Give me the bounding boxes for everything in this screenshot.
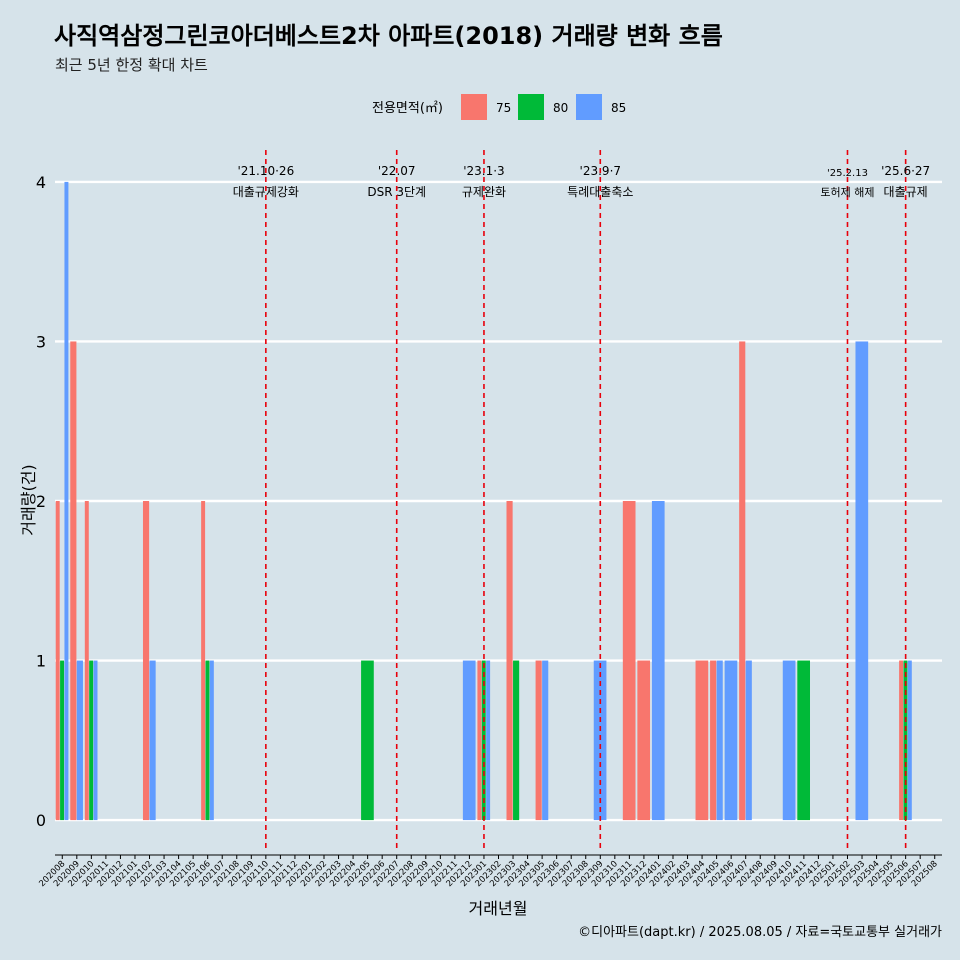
event-date-202207: '22.07 (378, 164, 416, 178)
bar-202506-80 (903, 660, 908, 821)
event-annotations: '21.10·26 대출규제강화 '22.07 DSR 3단계 '23.1·3 규제완화 '… (233, 150, 930, 852)
event-date-202309: '23.9·7 (580, 164, 621, 178)
event-label-202207: DSR 3단계 (367, 185, 426, 199)
bar-202410-85 (782, 660, 796, 821)
y-tick-label-4: 4 (36, 173, 46, 192)
bar-202106-80 (205, 660, 210, 821)
bar-202303-75 (506, 501, 513, 821)
legend-swatch-85 (576, 94, 602, 120)
y-axis-label: 거래량(건) (19, 464, 38, 535)
chart-subtitle: 최근 5년 한정 확대 차트 (55, 56, 208, 74)
bar-202008-85 (64, 181, 69, 821)
axes: 2020082020092020102020112020122021012021… (36, 173, 942, 889)
bar-202312-75 (637, 660, 651, 821)
bar-202301-85 (486, 660, 491, 821)
event-date-202301: '23.1·3 (463, 164, 504, 178)
legend-swatch-75 (461, 94, 487, 120)
bar-202008-80 (60, 660, 65, 821)
event-label-202110: 대출규제강화 (233, 185, 299, 199)
bar-202301-75 (477, 660, 482, 821)
bar-202503-85 (855, 341, 869, 821)
y-tick-label-1: 1 (36, 652, 46, 671)
bar-202401-85 (651, 501, 665, 821)
legend-swatch-80 (518, 94, 544, 120)
event-date-202502: '25.2.13 (827, 168, 868, 179)
bar-202010-75 (84, 501, 89, 821)
bar-202010-85 (93, 660, 98, 821)
bar-202301-80 (481, 660, 486, 821)
chart-title: 사직역삼정그린코아더베스트2차 아파트(2018) 거래량 변화 흐름 (54, 22, 723, 50)
bar-202506-85 (907, 660, 912, 821)
bar-202303-80 (513, 660, 520, 821)
legend-label-85: 85 (611, 101, 626, 115)
bar-202008-75 (55, 501, 60, 821)
caption: ©디아파트(dapt.kr) / 2025.08.05 / 자료=국토교통부 실… (578, 925, 942, 940)
bar-202106-85 (209, 660, 214, 821)
event-date-202506: '25.6·27 (881, 164, 930, 178)
bar-202405-75 (710, 660, 717, 821)
event-label-202309: 특례대출축소 (567, 185, 633, 199)
bar-202406-85 (724, 660, 738, 821)
y-tick-label-3: 3 (36, 332, 46, 351)
bar-202404-75 (695, 660, 709, 821)
x-axis-label: 거래년월 (469, 899, 528, 918)
bar-202407-85 (745, 660, 752, 821)
legend-label-75: 75 (496, 101, 511, 115)
bar-202009-75 (70, 341, 77, 821)
bar-202010-80 (89, 660, 94, 821)
bar-202405-85 (716, 660, 723, 821)
bar-202212-85 (462, 660, 476, 821)
bar-202102-85 (149, 660, 156, 821)
bar-202009-85 (76, 660, 83, 821)
bar-202102-75 (142, 501, 150, 821)
y-tick-label-2: 2 (36, 492, 46, 511)
bar-202407-75 (739, 341, 746, 821)
bars (55, 181, 912, 821)
bar-202205-80 (361, 660, 374, 821)
bar-202311-75 (622, 501, 636, 821)
bar-202305-75 (535, 660, 542, 821)
bar-202106-75 (201, 501, 206, 821)
bar-202309-85 (593, 660, 607, 821)
bar-202411-80 (797, 660, 811, 821)
bar-202305-85 (542, 660, 549, 821)
event-date-202110: '21.10·26 (237, 164, 294, 178)
event-label-202301: 규제완화 (462, 185, 506, 199)
legend-label-80: 80 (553, 101, 568, 115)
bar-202506-75 (899, 660, 904, 821)
event-label-202502: 토허제 해제 (820, 185, 874, 199)
legend-title: 전용면적(㎡) (372, 101, 443, 116)
legend: 75 80 85 (461, 94, 626, 120)
y-tick-label-0: 0 (36, 811, 46, 830)
event-label-202506: 대출규제 (884, 185, 928, 199)
